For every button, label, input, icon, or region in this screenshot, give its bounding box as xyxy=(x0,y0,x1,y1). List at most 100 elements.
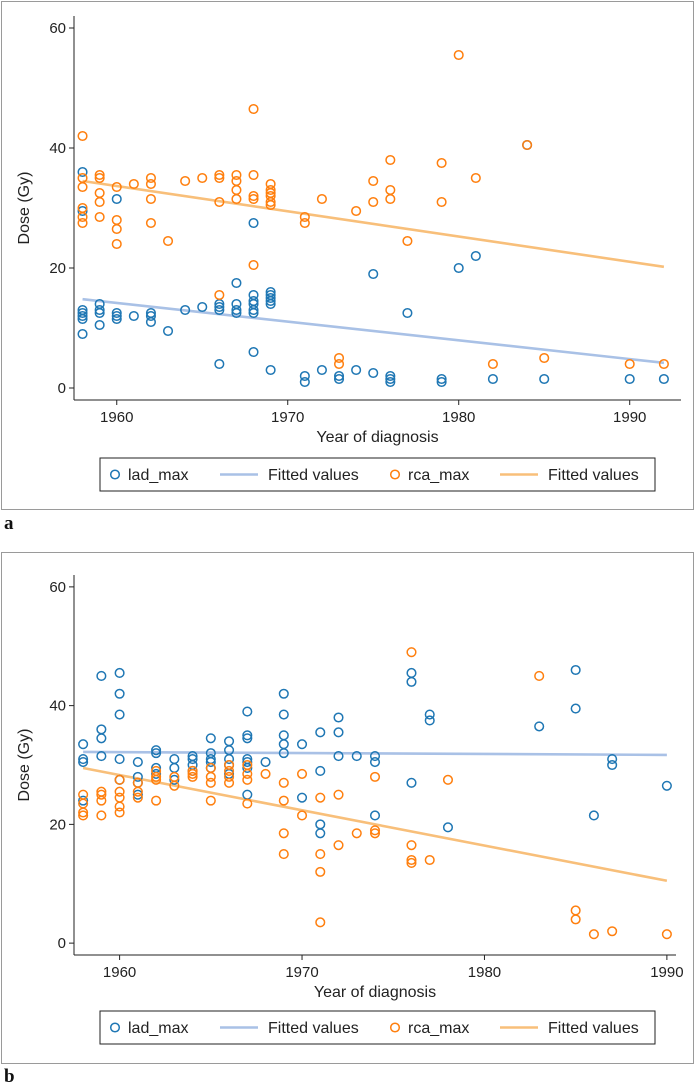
y-tick-label: 40 xyxy=(49,698,66,715)
rca-max-point xyxy=(570,905,581,916)
lad-max-point xyxy=(77,205,88,217)
rca-max-point xyxy=(315,849,326,860)
rca-max-point xyxy=(351,828,362,839)
lad-max-point xyxy=(242,733,253,744)
lad-max-point xyxy=(151,745,162,756)
lad-max-point xyxy=(333,712,344,723)
rca-max-point xyxy=(224,765,235,776)
lad-max-point xyxy=(242,789,253,800)
rca-max-point xyxy=(205,795,216,806)
lad-max-point xyxy=(315,828,326,839)
rca-max-point xyxy=(265,178,276,190)
rca-max-point xyxy=(539,352,550,364)
rca-max-point xyxy=(299,217,310,229)
rca-max-point xyxy=(436,157,447,169)
lad-max-point xyxy=(197,301,208,313)
lad-max-point xyxy=(296,792,308,803)
lad-max-point xyxy=(406,777,417,788)
rca-max-point xyxy=(132,777,143,788)
lad-max-point xyxy=(402,307,413,319)
rca-max-point xyxy=(242,759,253,771)
rca-max-point xyxy=(265,184,276,196)
lad-max-point xyxy=(77,328,88,340)
fitted-line xyxy=(82,179,665,269)
lad-max-point xyxy=(607,754,618,765)
rca-max-point xyxy=(588,929,599,940)
rca-max-point xyxy=(111,223,122,235)
rca-max-point xyxy=(205,771,216,782)
x-tick-label: 1990 xyxy=(650,964,683,981)
lad-max-point xyxy=(114,754,125,765)
chart-b-svg: 0 20 40 60 1960 1970 1980 1990 Year of diagnosis… xyxy=(16,575,684,1045)
legend-marker-icon xyxy=(389,1022,401,1033)
rca-max-point xyxy=(197,172,208,184)
lad-max-point xyxy=(333,373,345,385)
rca-max-point xyxy=(385,184,396,196)
lad-max-point xyxy=(94,319,105,331)
rca-max-point xyxy=(145,217,156,229)
lad-max-point xyxy=(570,664,581,676)
rca-max-point xyxy=(260,768,271,779)
fitted-line xyxy=(82,766,668,883)
lad-max-point xyxy=(385,373,396,385)
lad-max-point xyxy=(77,166,88,178)
lad-max-point xyxy=(145,307,156,319)
lad-max-point xyxy=(436,373,447,385)
lad-max-point xyxy=(77,307,88,319)
lad-max-point xyxy=(231,277,242,289)
lad-max-point xyxy=(77,304,88,316)
lad-max-point xyxy=(248,295,259,307)
lad-max-point xyxy=(111,307,122,319)
rca-max-point xyxy=(385,193,396,205)
lad-max-point xyxy=(607,759,618,771)
legend-marker-icon xyxy=(389,469,401,480)
lad-max-point xyxy=(187,751,198,762)
rca-max-point xyxy=(607,926,618,937)
rca-max-point xyxy=(299,211,310,223)
rca-max-point xyxy=(78,789,89,800)
rca-max-point xyxy=(224,759,235,771)
lad-max-point xyxy=(351,751,362,762)
lad-max-point xyxy=(424,709,435,720)
lad-max-point xyxy=(111,313,122,325)
lad-max-point xyxy=(333,370,345,382)
lad-max-point xyxy=(145,310,156,322)
rca-max-point xyxy=(114,801,125,812)
rca-max-point xyxy=(369,825,381,836)
rca-max-point xyxy=(231,193,242,205)
lad-max-point xyxy=(658,373,669,385)
rca-max-point xyxy=(522,139,533,151)
lad-max-point xyxy=(265,364,276,376)
rca-max-point xyxy=(94,169,105,181)
rca-max-point xyxy=(534,670,545,681)
rca-max-point xyxy=(205,762,216,774)
lad-max-point xyxy=(96,724,107,735)
lad-max-point xyxy=(187,754,198,765)
y-tick-label: 0 xyxy=(58,935,66,952)
rca-max-point xyxy=(94,196,105,208)
rca-max-point xyxy=(406,857,417,869)
rca-max-point xyxy=(248,193,259,205)
lad-max-point xyxy=(180,304,191,316)
x-tick-label: 1970 xyxy=(285,964,318,981)
lad-max-point xyxy=(369,751,381,762)
lad-max-point xyxy=(78,739,89,750)
lad-max-point xyxy=(78,754,89,765)
rca-max-point xyxy=(214,289,225,301)
rca-max-point xyxy=(248,190,259,202)
rca-max-point xyxy=(96,789,107,800)
lad-max-point xyxy=(539,373,550,385)
rca-max-point xyxy=(265,190,276,202)
rca-max-point xyxy=(296,810,308,821)
lad-max-point xyxy=(128,310,139,322)
lad-max-point xyxy=(265,286,276,298)
y-tick-label: 0 xyxy=(58,380,66,397)
rca-max-point xyxy=(368,196,379,208)
lad-max-point xyxy=(588,810,599,821)
legend-marker-icon xyxy=(109,469,121,480)
legend-marker-icon xyxy=(109,1022,121,1033)
lad-max-point xyxy=(442,822,454,833)
panel-label-b: b xyxy=(4,1066,15,1087)
rca-max-point xyxy=(242,774,253,785)
lad-max-point xyxy=(299,376,310,388)
